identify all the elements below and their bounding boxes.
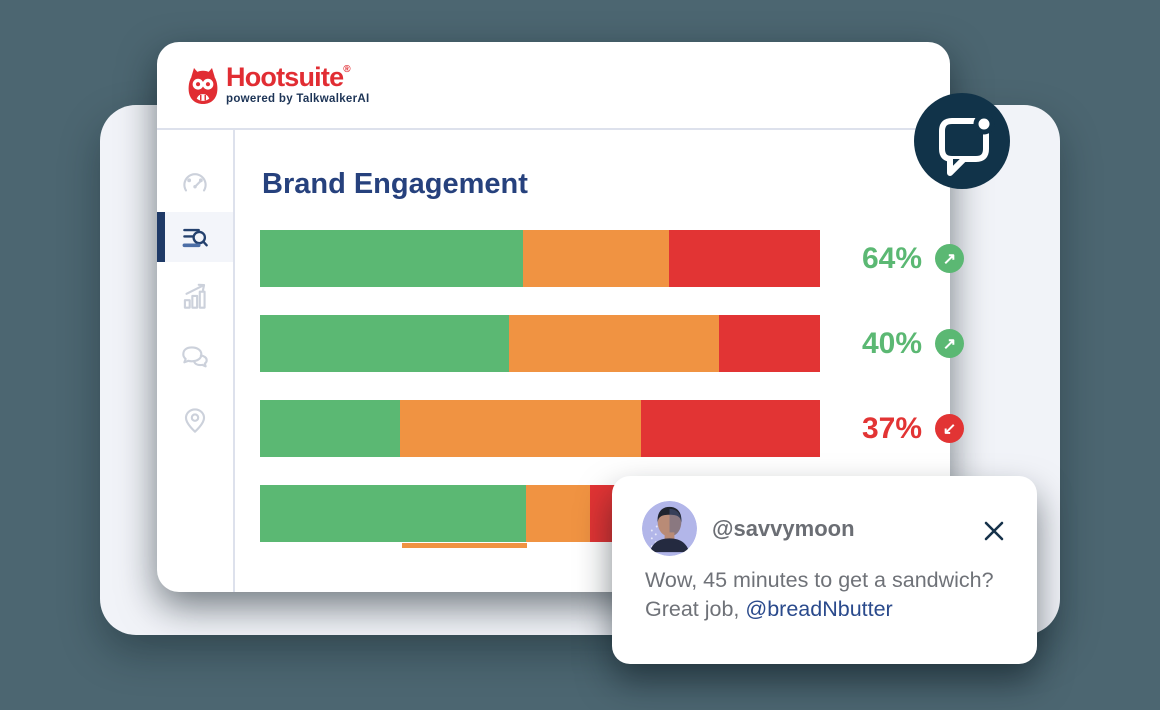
percent-label: 40% <box>861 326 922 360</box>
chat-notification-button[interactable] <box>914 93 1010 189</box>
close-icon[interactable] <box>981 518 1007 544</box>
sidebar-nav <box>157 130 235 592</box>
sidebar-item-locations[interactable] <box>157 395 233 445</box>
sidebar-item-listening[interactable] <box>157 212 233 262</box>
percent-label: 64% <box>861 241 922 275</box>
hootsuite-logo: Hootsuite® powered by TalkwalkerAI <box>185 64 369 106</box>
speedometer-icon <box>183 173 207 192</box>
percent-label: 37% <box>861 411 922 445</box>
social-comment-card: @savvymoon Wow, 45 minutes to get a sand… <box>612 476 1037 664</box>
stacked-bar <box>260 400 820 457</box>
sidebar-item-analytics[interactable] <box>157 272 233 322</box>
location-pin-icon <box>184 408 206 433</box>
chart-row-2: 40% ↗ <box>260 315 964 372</box>
owl-icon <box>188 68 218 104</box>
bar-segment-orange <box>523 230 669 287</box>
bar-segment-red <box>640 400 820 457</box>
stacked-bar <box>260 315 820 372</box>
trend-arrow-badge: ↙ <box>935 414 964 443</box>
search-list-icon <box>182 228 208 248</box>
bar-segment-green <box>260 485 526 542</box>
chart-row-1: 64% ↗ <box>260 230 964 287</box>
comment-text: Wow, 45 minutes to get a sandwich? Great… <box>645 568 994 621</box>
brand-name: Hootsuite® <box>226 62 351 92</box>
bar-segment-orange <box>509 315 720 372</box>
partial-bar-sliver <box>402 543 527 548</box>
brand-tagline: powered by TalkwalkerAI <box>226 93 370 105</box>
bar-segment-orange <box>526 485 591 542</box>
chat-notification-icon <box>939 113 995 176</box>
trend-arrow-badge: ↗ <box>935 244 964 273</box>
brand-engagement-chart: 64% ↗ 40% ↗ 37% ↙ <box>260 230 964 570</box>
selected-accent-bar <box>157 212 165 262</box>
bar-segment-red <box>719 315 820 372</box>
bar-segment-orange <box>400 400 641 457</box>
bar-segment-green <box>260 400 400 457</box>
bar-segment-green <box>260 315 510 372</box>
page-title: Brand Engagement <box>262 168 528 200</box>
sidebar-item-messages[interactable] <box>157 332 233 382</box>
trend-arrow-badge: ↗ <box>935 329 964 358</box>
sidebar-item-dashboard[interactable] <box>157 158 233 208</box>
bar-segment-green <box>260 230 524 287</box>
header-divider <box>157 128 950 130</box>
dashboard-window: Hootsuite® powered by TalkwalkerAI <box>157 42 964 592</box>
chat-bubbles-icon <box>182 346 208 368</box>
avatar <box>642 501 697 556</box>
chart-row-3: 37% ↙ <box>260 400 964 457</box>
bar-segment-red <box>668 230 820 287</box>
stacked-bar <box>260 230 820 287</box>
comment-username: @savvymoon <box>712 516 855 541</box>
bar-chart-icon <box>183 283 206 309</box>
mention-link[interactable]: @breadNbutter <box>745 597 893 621</box>
